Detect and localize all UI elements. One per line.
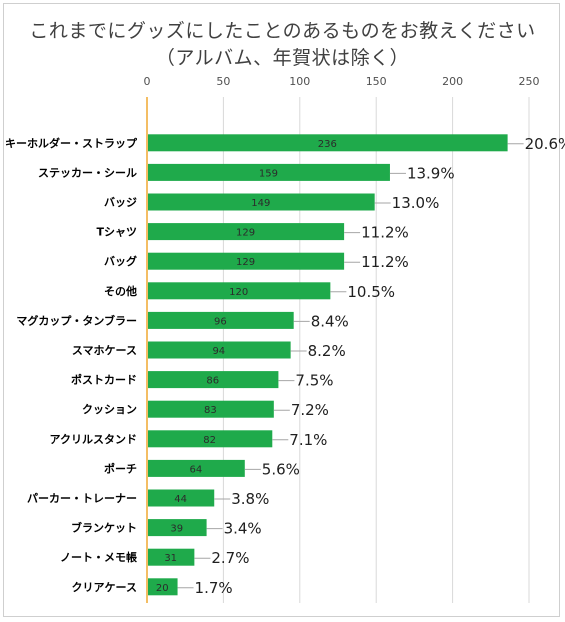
bar-value-label: 129	[236, 228, 255, 239]
percent-label: 11.2%	[361, 224, 409, 242]
bar	[148, 489, 215, 507]
percent-label: 1.7%	[195, 579, 233, 597]
bar-value-label: 94	[212, 346, 225, 357]
percent-label: 3.8%	[231, 490, 269, 508]
bar-value-label: 129	[236, 257, 255, 268]
bar-value-label: 20	[156, 583, 169, 594]
percent-label: 8.2%	[308, 342, 346, 360]
category-label: ポストカード	[71, 373, 137, 387]
chart-subtitle: （アルバム、年賀状は除く）	[155, 47, 410, 69]
percent-label: 10.5%	[347, 283, 395, 301]
percent-label: 2.7%	[211, 549, 249, 567]
bar	[148, 311, 294, 329]
bar-value-label: 82	[203, 435, 216, 446]
bar-value-label: 86	[206, 376, 219, 387]
x-tick-label-0: 0	[144, 75, 151, 88]
bar	[148, 548, 195, 566]
bar	[148, 341, 291, 359]
category-label: スマホケース	[72, 344, 137, 357]
percent-label: 11.2%	[361, 253, 409, 271]
chart-frame	[3, 3, 560, 617]
percent-label: 7.2%	[291, 401, 329, 419]
bar	[148, 371, 279, 389]
bar	[148, 223, 345, 241]
bar-value-label: 96	[214, 316, 227, 327]
category-label: その他	[104, 284, 137, 298]
category-label: ノート・メモ帳	[60, 550, 137, 564]
percent-label: 8.4%	[311, 312, 349, 330]
bar	[148, 578, 178, 596]
bar	[148, 400, 274, 418]
x-tick-label-150: 150	[366, 75, 387, 88]
category-label: クッション	[82, 403, 137, 416]
bar	[148, 519, 207, 537]
bar-value-label: 44	[174, 494, 187, 505]
percent-label: 7.1%	[289, 431, 327, 449]
x-tick-label-100: 100	[289, 75, 310, 88]
percent-label: 3.4%	[224, 520, 262, 538]
category-label: Tシャツ	[96, 226, 137, 239]
chart-title: これまでにグッズにしたことのあるものをお教えください	[29, 20, 536, 42]
category-label: ステッカー・シール	[38, 166, 137, 179]
category-label: クリアケース	[72, 581, 137, 594]
percent-label: 20.6%	[525, 135, 565, 153]
bar-value-label: 64	[190, 464, 203, 475]
percent-label: 13.0%	[392, 194, 440, 212]
bar-value-label: 83	[204, 405, 217, 416]
bar	[148, 193, 375, 211]
bar-value-label: 120	[229, 287, 248, 298]
x-tick-label-200: 200	[442, 75, 463, 88]
bar	[148, 252, 345, 270]
category-label: マグカップ・タンブラー	[16, 313, 137, 327]
x-tick-label-50: 50	[216, 75, 230, 88]
category-label: ポーチ	[104, 461, 137, 475]
category-label: バッグ	[104, 254, 137, 268]
bar	[148, 282, 331, 300]
category-label: パーカー・トレーナー	[27, 492, 137, 505]
x-tick-label-250: 250	[519, 75, 540, 88]
bar-value-label: 159	[259, 168, 278, 179]
bar-value-label: 236	[318, 139, 337, 150]
category-label: アクリルスタンド	[50, 433, 137, 446]
percent-label: 5.6%	[262, 460, 300, 478]
category-label: バッジ	[104, 196, 137, 209]
bar-value-label: 149	[251, 198, 270, 209]
category-label: キーホルダー・ストラップ	[5, 136, 138, 150]
bar-value-label: 31	[164, 553, 177, 564]
category-label: ブランケット	[71, 521, 137, 535]
percent-label: 13.9%	[407, 164, 455, 182]
bar	[148, 459, 245, 477]
bar	[148, 163, 390, 181]
bar	[148, 134, 508, 152]
percent-label: 7.5%	[295, 372, 333, 390]
bar	[148, 430, 273, 448]
bar-value-label: 39	[170, 524, 183, 535]
